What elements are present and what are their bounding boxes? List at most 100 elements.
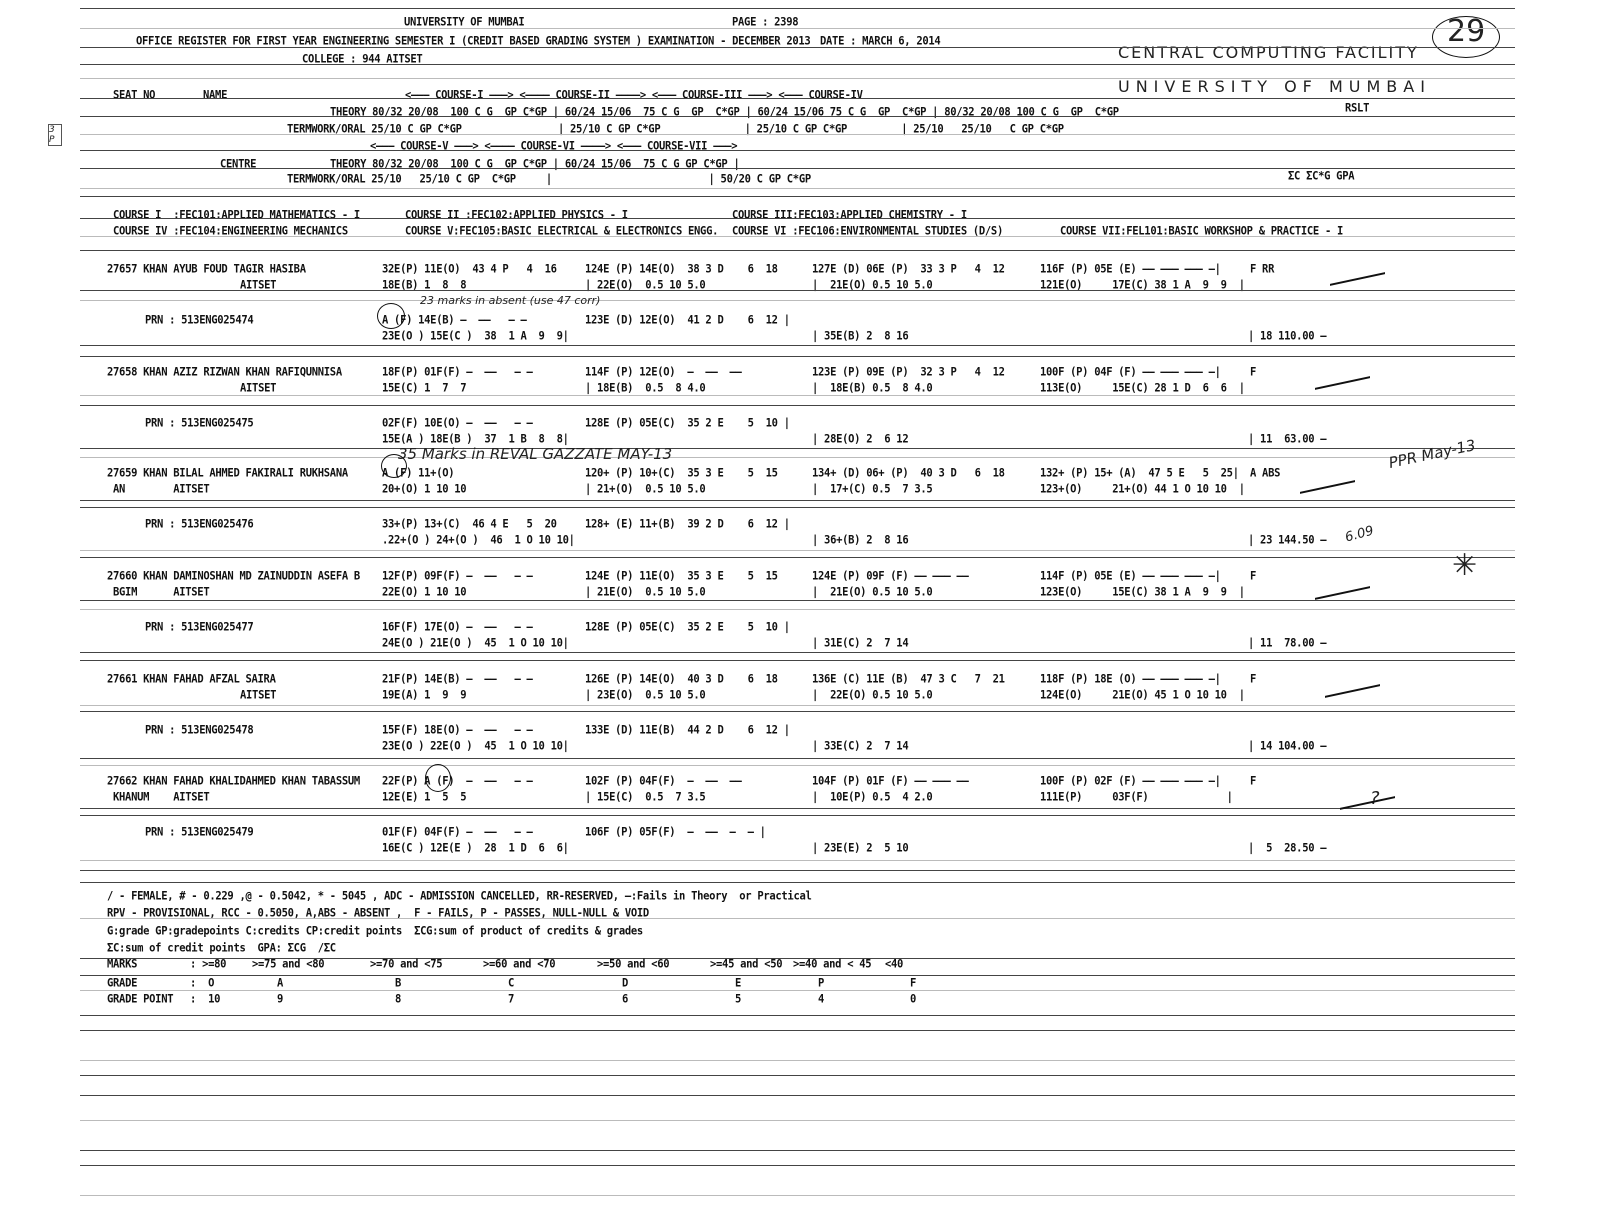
- record-name: AITSET: [240, 688, 277, 702]
- record-result: F RR: [1250, 262, 1275, 276]
- record-course-iii: | 22E(O) 0.5 10 5.0: [812, 688, 933, 702]
- record-course-i: 22E(O) 1 10 10: [382, 585, 467, 599]
- check-mark: [1315, 572, 1370, 600]
- legend-line-1: / - FEMALE, # - 0.229 ,@ - 0.5042, * - 5…: [107, 889, 812, 903]
- record-result: F: [1250, 672, 1257, 686]
- scan-rule-line: [80, 98, 1515, 99]
- college-name: COLLEGE : 944 AITSET: [302, 52, 423, 66]
- record-course-iii: | 21E(O) 0.5 10 5.0: [812, 585, 933, 599]
- record-name: AITSET: [240, 381, 277, 395]
- col-totals: ΣC ΣC*G GPA: [1288, 169, 1355, 183]
- record-course-ii: 133E (D) 11E(B) 44 2 D 6 12 |: [585, 723, 790, 737]
- grade-marks-cell: >=70 and <75: [370, 957, 443, 971]
- scan-rule-line: [80, 300, 1515, 301]
- col-theory-2: THEORY 80/32 20/08 100 C G GP C*GP | 60/…: [330, 157, 740, 171]
- course-2: COURSE II :FEC102:APPLIED PHYSICS - I: [405, 208, 628, 222]
- record-course-iv: 111E(P) 03F(F) |: [1040, 790, 1233, 804]
- scan-rule-line: [80, 196, 1515, 197]
- record-name: AITSET: [240, 278, 277, 292]
- scan-rule-line: [80, 448, 1515, 449]
- record-course-iii: | 10E(P) 0.5 4 2.0: [812, 790, 933, 804]
- grade-marks-cell: >=50 and <60: [597, 957, 670, 971]
- scan-rule-line: [80, 250, 1515, 251]
- grade-point-cell: 5: [735, 992, 742, 1006]
- grade-marks-cell: MARKS: [107, 957, 138, 971]
- grade-point-cell: : 10: [178, 992, 221, 1006]
- record-course-ii: | 21+(O) 0.5 10 5.0: [585, 482, 706, 496]
- col-result: RSLT: [1345, 101, 1370, 115]
- record-course-ii: 128E (P) 05E(C) 35 2 E 5 10 |: [585, 416, 790, 430]
- col-seat-no: SEAT NO: [113, 88, 156, 102]
- scan-rule-line: [80, 990, 1515, 991]
- record-course-iii: | 28E(O) 2 6 12: [812, 432, 909, 446]
- legend-line-3: G:grade GP:gradepoints C:credits CP:cred…: [107, 924, 643, 938]
- record-course-ii: | 21E(O) 0.5 10 5.0: [585, 585, 706, 599]
- scan-rule-line: [80, 1095, 1515, 1096]
- record-course-i: 16F(F) 17E(O) — —— — —: [382, 620, 533, 634]
- record-course-ii: | 23E(O) 0.5 10 5.0: [585, 688, 706, 702]
- record-course-iv: 123E(O) 15E(C) 38 1 A 9 9 |: [1040, 585, 1245, 599]
- scan-rule-line: [80, 711, 1515, 712]
- record-course-i: 32E(P) 11E(O) 43 4 P 4 16: [382, 262, 557, 276]
- record-course-iii: 134+ (D) 06+ (P) 40 3 D 6 18: [812, 466, 1005, 480]
- handwritten-note-1: 23 marks in absent (use 47 corr): [420, 294, 601, 307]
- scan-rule-line: [80, 168, 1515, 169]
- record-name: PRN : 513ENG025474: [145, 313, 254, 327]
- record-course-ii: 123E (D) 12E(O) 41 2 D 6 12 |: [585, 313, 790, 327]
- record-course-iii: | 18E(B) 0.5 8 4.0: [812, 381, 933, 395]
- record-course-i: 16E(C ) 12E(E ) 28 1 D 6 6|: [382, 841, 569, 855]
- record-course-i: 24E(O ) 21E(O ) 45 1 O 10 10|: [382, 636, 569, 650]
- record-course-iv: 116F (P) 05E (E) —— ——— ——— —|: [1040, 262, 1221, 276]
- record-course-iii: | 23E(E) 2 5 10: [812, 841, 909, 855]
- scan-rule-line: [80, 345, 1515, 346]
- record-result: | 11 63.00 —: [1248, 432, 1327, 446]
- grade-grade-cell: : O: [178, 976, 215, 990]
- record-name: PRN : 513ENG025478: [145, 723, 254, 737]
- grade-grade-cell: B: [395, 976, 402, 990]
- record-course-iii: 123E (P) 09E (P) 32 3 P 4 12: [812, 365, 1005, 379]
- record-course-ii: 128E (P) 05E(C) 35 2 E 5 10 |: [585, 620, 790, 634]
- record-course-i: 19E(A) 1 9 9: [382, 688, 467, 702]
- record-name: PRN : 513ENG025477: [145, 620, 254, 634]
- record-course-i: 01F(F) 04F(F) — —— — —: [382, 825, 533, 839]
- scan-rule-line: [80, 507, 1515, 508]
- scan-rule-line: [80, 765, 1515, 766]
- record-name: 27657 KHAN AYUB FOUD TAGIR HASIBA: [107, 262, 306, 276]
- course-6: COURSE VI :FEC106:ENVIRONMENTAL STUDIES …: [732, 224, 1003, 238]
- record-course-iv: 118F (P) 18E (O) —— ——— ——— —|: [1040, 672, 1221, 686]
- scan-rule-line: [80, 705, 1515, 706]
- col-centre: CENTRE: [220, 157, 257, 171]
- grade-marks-cell: >=40 and < 45: [793, 957, 872, 971]
- record-result: F: [1250, 365, 1257, 379]
- grade-point-cell: 4: [818, 992, 825, 1006]
- scan-rule-line: [80, 1120, 1515, 1121]
- scan-rule-line: [80, 1030, 1515, 1031]
- record-course-i: 02F(F) 10E(O) — —— — —: [382, 416, 533, 430]
- record-course-iii: | 36+(B) 2 8 16: [812, 533, 909, 547]
- scan-rule-line: [80, 116, 1515, 117]
- scan-rule-line: [80, 1075, 1515, 1076]
- course-1: COURSE I :FEC101:APPLIED MATHEMATICS - I: [113, 208, 360, 222]
- record-course-iv: 123+(O) 21+(O) 44 1 O 10 10 |: [1040, 482, 1245, 496]
- scan-rule-line: [80, 457, 1515, 458]
- record-course-i: 15E(A ) 18E(B ) 37 1 B 8 8|: [382, 432, 569, 446]
- scan-rule-line: [80, 64, 1515, 65]
- legend-line-4: ΣC:sum of credit points GPA: ΣCG /ΣC: [107, 941, 336, 955]
- scan-rule-line: [80, 47, 1515, 48]
- record-result: | 14 104.00 —: [1248, 739, 1327, 753]
- col-termwork: TERMWORK/ORAL 25/10 C GP C*GP | 25/10 C …: [287, 122, 1064, 136]
- course-4: COURSE IV :FEC104:ENGINEERING MECHANICS: [113, 224, 348, 238]
- scan-rule-line: [80, 557, 1515, 558]
- col-name: NAME: [203, 88, 228, 102]
- record-name: 27658 KHAN AZIZ RIZWAN KHAN RAFIQUNNISA: [107, 365, 342, 379]
- scan-rule-line: [80, 1060, 1515, 1061]
- grade-point-cell: 8: [395, 992, 402, 1006]
- record-course-i: 12F(P) 09F(F) — —— — —: [382, 569, 533, 583]
- record-name: AN AITSET: [113, 482, 210, 496]
- grade-marks-cell: >=45 and <50: [710, 957, 783, 971]
- check-mark: [1300, 466, 1355, 494]
- record-course-iii: | 21E(O) 0.5 10 5.0: [812, 278, 933, 292]
- grade-grade-cell: GRADE: [107, 976, 138, 990]
- record-course-iii: | 33E(C) 2 7 14: [812, 739, 909, 753]
- record-course-i: 15E(C) 1 7 7: [382, 381, 467, 395]
